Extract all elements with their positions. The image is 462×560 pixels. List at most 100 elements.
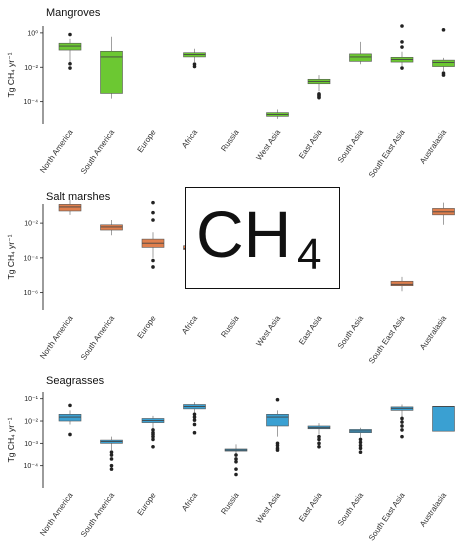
- iqr-box: [390, 280, 414, 287]
- category-label-russia: Russia: [219, 314, 241, 340]
- outlier-point: [317, 437, 321, 442]
- outlier-point: [400, 66, 404, 70]
- category-label-north-america: North America: [38, 314, 75, 361]
- outlier-point: [151, 218, 155, 222]
- outlier-point: [151, 434, 155, 439]
- outlier-point: [151, 258, 155, 263]
- box-africa: [183, 48, 206, 69]
- outlier-point: [358, 450, 363, 455]
- outlier-point: [109, 467, 114, 471]
- outlier-point: [109, 463, 114, 468]
- box-russia: [224, 444, 248, 477]
- outlier-point: [400, 434, 404, 439]
- box-europe: [141, 415, 165, 449]
- outlier-point: [151, 265, 155, 269]
- box-australasia: [432, 202, 455, 225]
- outlier-point: [400, 420, 404, 424]
- outlier-point: [109, 453, 114, 457]
- category-label-australasia: Australasia: [418, 128, 448, 166]
- category-label-east-asia: East Asia: [297, 314, 324, 347]
- y-tick-label: 10⁻⁶: [24, 290, 38, 297]
- iqr-box: [349, 53, 372, 62]
- outlier-point: [441, 28, 446, 32]
- category-label-russia: Russia: [219, 128, 241, 154]
- outlier-point: [441, 73, 446, 77]
- outlier-point: [400, 428, 404, 432]
- iqr-box: [432, 406, 455, 432]
- box-europe: [141, 200, 165, 269]
- outlier-point: [151, 200, 155, 205]
- outlier-point: [358, 437, 363, 442]
- category-label-australasia: Australasia: [418, 491, 448, 529]
- iqr-box: [58, 42, 82, 51]
- box-south-america: [100, 220, 123, 236]
- outlier-point: [151, 428, 155, 432]
- category-label-africa: Africa: [180, 314, 199, 336]
- category-label-south-asia: South Asia: [336, 128, 366, 165]
- category-label-europe: Europe: [135, 314, 157, 341]
- outlier-point: [400, 424, 404, 428]
- iqr-box: [100, 50, 123, 94]
- y-tick-label: 10⁻²: [24, 221, 38, 228]
- y-tick-label: 10⁻⁴: [24, 255, 39, 262]
- outlier-point: [68, 432, 72, 437]
- box-east-asia: [307, 423, 331, 449]
- outlier-point: [275, 397, 280, 402]
- y-tick-label: 10⁻²: [24, 419, 38, 426]
- box-australasia: [432, 28, 455, 77]
- outlier-point: [234, 453, 238, 457]
- category-label-south-asia: South Asia: [336, 314, 366, 351]
- panel-title: Salt marshes: [46, 191, 111, 203]
- outlier-point: [234, 472, 238, 477]
- panel-seagrasses: Seagrasses Tg CH₄ yr⁻¹ 10⁻¹ 10⁻² 10⁻³ 10⁻⁴ Nor…: [6, 375, 455, 542]
- y-tick-label: 10⁻³: [24, 441, 38, 448]
- outlier-point: [400, 416, 404, 421]
- box-south-east-asia: [390, 404, 414, 439]
- y-axis-label: Tg CH₄ yr⁻¹: [6, 52, 16, 97]
- category-label-australasia: Australasia: [418, 314, 448, 352]
- box-south-america: [100, 436, 123, 471]
- box-north-america: [58, 32, 82, 70]
- outlier-point: [68, 61, 72, 66]
- logo-text: CH: [196, 197, 292, 271]
- outlier-point: [151, 437, 155, 442]
- outlier-point: [317, 441, 321, 446]
- outlier-point: [109, 450, 114, 455]
- panel-title: Mangroves: [46, 7, 101, 19]
- outlier-point: [400, 24, 404, 28]
- iqr-box: [58, 204, 82, 212]
- outlier-point: [275, 448, 280, 452]
- outlier-point: [275, 443, 280, 448]
- box-west-asia: [266, 109, 289, 119]
- box-south-asia: [349, 427, 372, 455]
- y-axis-label: Tg CH₄ yr⁻¹: [6, 234, 16, 279]
- y-tick-label: 10⁻⁴: [24, 99, 39, 106]
- y-tick-label: 10⁻⁴: [24, 463, 39, 470]
- category-label-south-east-asia: South East Asia: [367, 128, 407, 180]
- outlier-point: [400, 40, 404, 44]
- category-label-south-america: South America: [79, 128, 117, 176]
- outlier-point: [317, 434, 321, 439]
- box-south-east-asia: [390, 24, 414, 70]
- outlier-point: [317, 95, 321, 100]
- y-axis-label: Tg CH₄ yr⁻¹: [6, 417, 16, 462]
- outlier-point: [68, 403, 72, 408]
- category-label-south-asia: South Asia: [336, 491, 366, 528]
- outlier-point: [151, 210, 155, 215]
- box-australasia: [432, 405, 455, 432]
- category-label-south-east-asia: South East Asia: [367, 491, 407, 543]
- category-label-north-america: North America: [38, 128, 75, 175]
- outlier-point: [151, 445, 155, 449]
- outlier-point: [358, 440, 363, 445]
- category-label-south-america: South America: [79, 491, 117, 539]
- category-label-north-america: North America: [38, 491, 75, 538]
- box-north-america: [58, 403, 82, 437]
- iqr-box: [432, 59, 455, 67]
- outlier-point: [358, 446, 363, 451]
- box-west-asia: [266, 397, 289, 452]
- y-tick-label: 10⁰: [27, 29, 38, 37]
- outlier-point: [109, 457, 114, 461]
- category-label-west-asia: West Asia: [254, 314, 282, 349]
- outlier-point: [234, 457, 238, 461]
